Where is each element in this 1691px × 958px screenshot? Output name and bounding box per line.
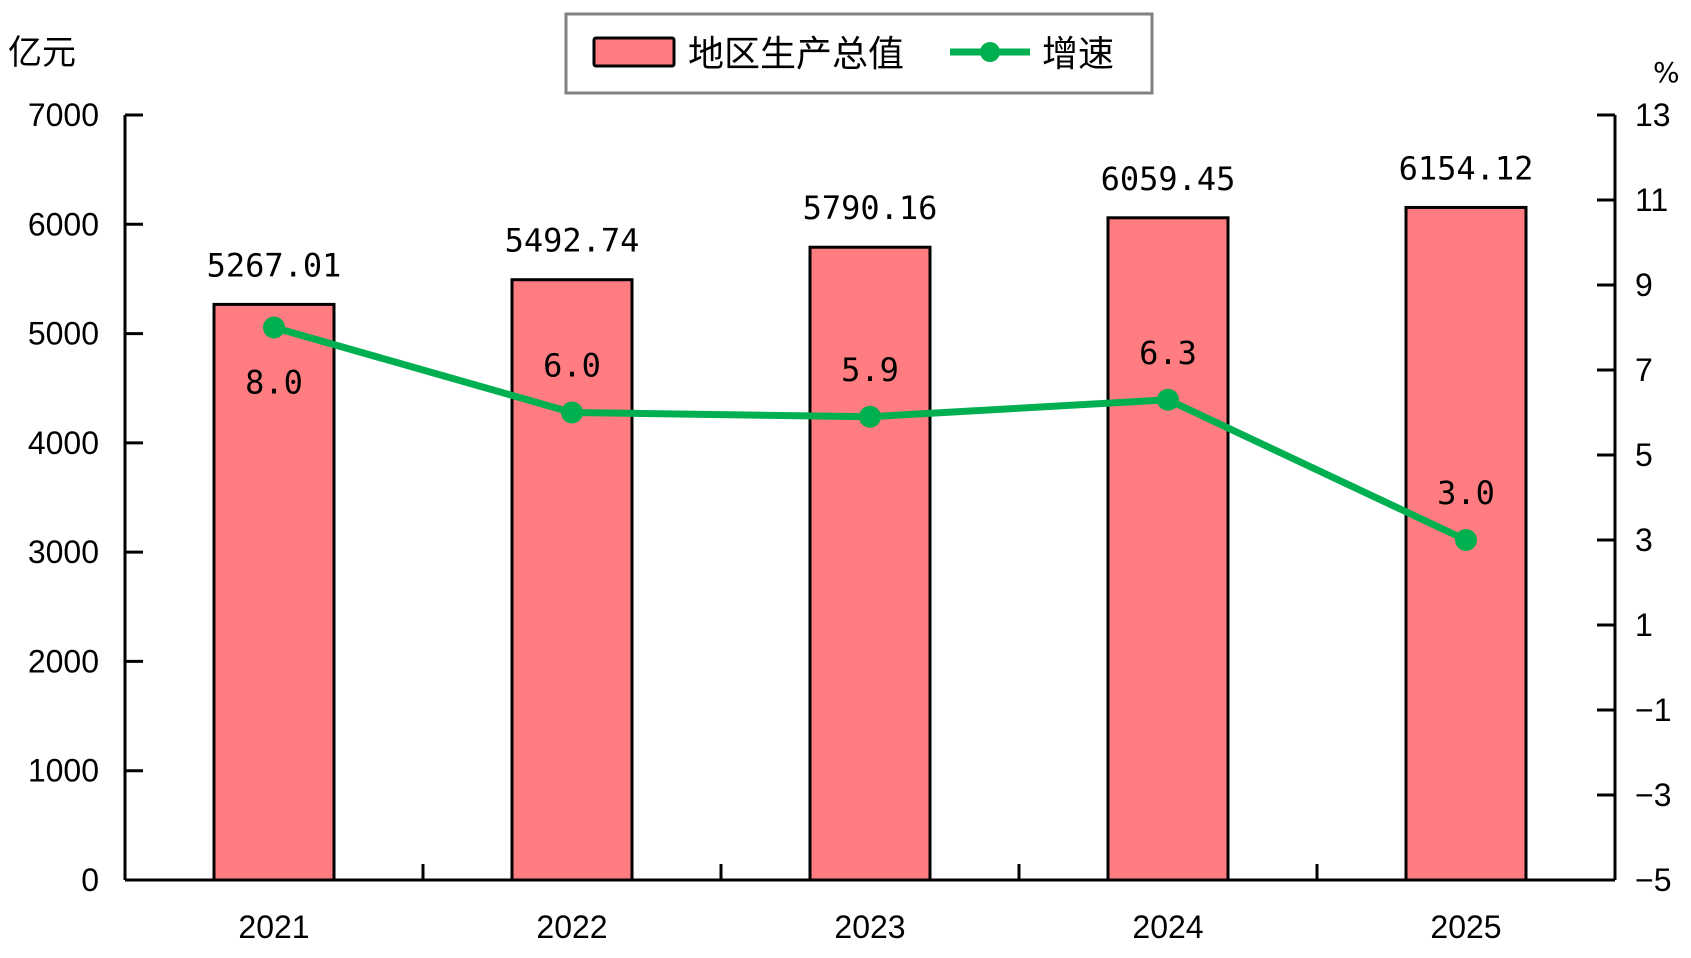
- axes: 01000200030004000500060007000−5−3−113579…: [28, 97, 1672, 945]
- bar-value-label: 6154.12: [1399, 149, 1534, 187]
- bar: [1106, 216, 1230, 882]
- right-axis-tick-label: 1: [1635, 607, 1653, 643]
- growth-rate-point: [1157, 388, 1179, 411]
- left-axis-tick-label: 2000: [28, 643, 99, 679]
- legend-swatch-bar: [592, 36, 676, 68]
- right-axis-tick-label: 7: [1635, 352, 1653, 388]
- line-series: [263, 316, 1477, 551]
- right-axis-tick-label: 9: [1635, 267, 1653, 303]
- right-axis-tick-label: −3: [1635, 777, 1671, 813]
- right-axis-tick-label: 5: [1635, 437, 1653, 473]
- growth-rate-label: 6.3: [1139, 334, 1197, 372]
- right-axis-tick-label: 13: [1635, 97, 1671, 133]
- bar-value-label: 5267.01: [207, 246, 342, 284]
- growth-rate-point: [1455, 529, 1477, 551]
- left-axis-tick-label: 3000: [28, 534, 99, 570]
- growth-rate-point: [561, 401, 583, 424]
- bar-value-label: 5790.16: [803, 189, 938, 227]
- bar: [212, 302, 336, 882]
- legend-swatch-marker: [980, 42, 1000, 62]
- bar: [510, 278, 634, 882]
- growth-rate-label: 6.0: [543, 347, 601, 385]
- x-axis-tick-label: 2025: [1430, 909, 1501, 945]
- growth-rate-label: 3.0: [1437, 474, 1495, 512]
- data-labels: 5267.01 5492.74 5790.16 6059.45 6154.12 8.0 6.…: [207, 149, 1534, 512]
- left-axis-tick-label: 7000: [28, 97, 99, 133]
- x-axis-tick-label: 2022: [536, 909, 607, 945]
- legend: 地区生产总值 增速: [564, 12, 1154, 95]
- legend-label-line: 增速: [1042, 34, 1114, 75]
- growth-rate-label: 8.0: [245, 364, 303, 402]
- growth-rate-point: [859, 405, 881, 428]
- left-axis-tick-label: 0: [81, 862, 99, 898]
- right-axis-tick-label: −5: [1635, 862, 1671, 898]
- bar-series: [212, 205, 1528, 882]
- left-axis-tick-label: 6000: [28, 206, 99, 242]
- x-axis-tick-label: 2021: [238, 909, 309, 945]
- x-axis-tick-label: 2023: [834, 909, 905, 945]
- legend-label-bar: 地区生产总值: [688, 34, 904, 75]
- right-axis-tick-label: 11: [1635, 182, 1668, 218]
- bar: [808, 245, 932, 882]
- right-axis-unit: %: [1653, 56, 1680, 89]
- bar-value-label: 6059.45: [1101, 160, 1236, 198]
- left-axis-tick-label: 1000: [28, 753, 99, 789]
- growth-rate-label: 5.9: [841, 351, 899, 389]
- right-axis-tick-label: 3: [1635, 522, 1653, 558]
- growth-rate-point: [263, 316, 285, 339]
- left-axis-unit: 亿元: [8, 33, 76, 73]
- x-axis-tick-label: 2024: [1132, 909, 1203, 945]
- bar-value-label: 5492.74: [505, 222, 640, 260]
- left-axis-tick-label: 5000: [28, 316, 99, 352]
- right-axis-tick-label: −1: [1635, 692, 1671, 728]
- left-axis-tick-label: 4000: [28, 425, 99, 461]
